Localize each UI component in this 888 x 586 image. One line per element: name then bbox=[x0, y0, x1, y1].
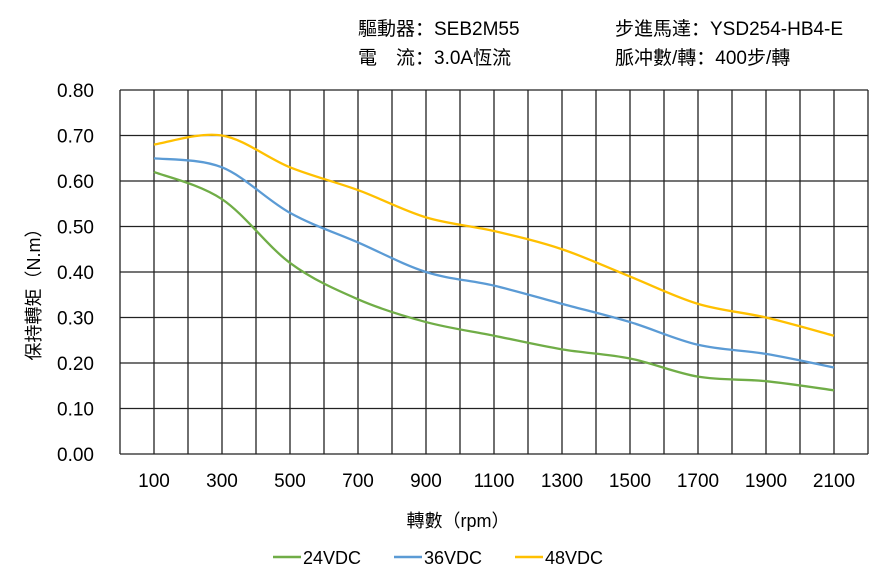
legend-label: 48VDC bbox=[545, 548, 603, 568]
pulses-label: 脈冲數/轉：400步/轉 bbox=[615, 48, 791, 69]
x-tick-label: 900 bbox=[410, 471, 442, 492]
x-tick-label: 500 bbox=[274, 471, 306, 492]
x-axis-label: 轉數（rpm） bbox=[407, 511, 510, 531]
y-tick-label: 0.70 bbox=[57, 127, 94, 148]
y-tick-label: 0.60 bbox=[57, 172, 94, 193]
series-line-24VDC bbox=[153, 170, 835, 392]
y-tick-label: 0.20 bbox=[57, 354, 94, 375]
x-tick-label: 700 bbox=[342, 471, 374, 492]
series-line-36VDC bbox=[153, 157, 835, 369]
current-label: 電 流：3.0A恆流 bbox=[358, 48, 512, 69]
x-tick-label: 1900 bbox=[745, 471, 787, 492]
y-tick-label: 0.00 bbox=[57, 445, 94, 466]
y-tick-label: 0.50 bbox=[57, 218, 94, 239]
x-tick-label: 1500 bbox=[609, 471, 651, 492]
y-tick-label: 0.30 bbox=[57, 309, 94, 330]
x-tick-label: 300 bbox=[206, 471, 238, 492]
y-axis-label: 保持轉矩（N.m） bbox=[24, 220, 44, 361]
legend-label: 36VDC bbox=[424, 548, 482, 568]
driver-label: 驅動器：SEB2M55 bbox=[358, 19, 520, 40]
x-tick-label: 1700 bbox=[677, 471, 719, 492]
x-tick-label: 100 bbox=[138, 471, 170, 492]
x-tick-label: 1100 bbox=[474, 471, 515, 492]
series-line-48VDC bbox=[153, 133, 835, 337]
y-tick-label: 0.10 bbox=[57, 400, 94, 421]
x-tick-label: 1300 bbox=[541, 471, 583, 492]
x-tick-label: 2100 bbox=[813, 471, 855, 492]
y-tick-label: 0.40 bbox=[57, 263, 94, 284]
y-tick-label: 0.80 bbox=[57, 81, 94, 102]
legend-label: 24VDC bbox=[303, 548, 361, 568]
motor-label: 步進馬達：YSD254-HB4-E bbox=[615, 19, 844, 40]
